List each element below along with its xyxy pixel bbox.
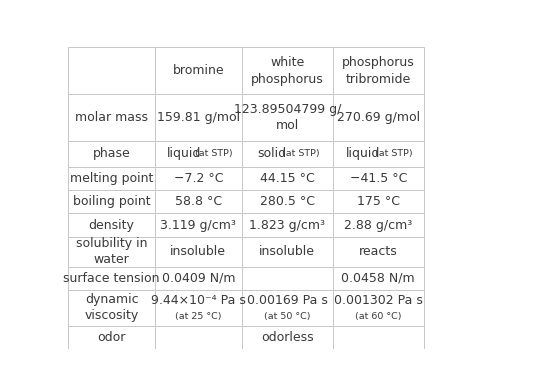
Bar [155,267,242,290]
Text: 0.0458 N/m: 0.0458 N/m [341,272,415,285]
Bar [68,94,155,141]
Text: bromine: bromine [173,64,224,77]
Bar [68,167,155,190]
Text: solubility in
water: solubility in water [76,237,147,266]
Text: melting point: melting point [70,172,153,185]
Text: 175 °C: 175 °C [357,195,400,208]
Bar [68,325,155,349]
Bar [333,141,424,167]
Bar [333,237,424,267]
Bar [155,290,242,325]
Bar [333,190,424,213]
Text: dynamic
viscosity: dynamic viscosity [85,293,139,322]
Text: 58.8 °C: 58.8 °C [175,195,222,208]
Text: odorless: odorless [261,331,313,344]
Text: surface tension: surface tension [63,272,160,285]
Bar [333,47,424,94]
Text: molar mass: molar mass [75,111,148,124]
Bar [242,290,333,325]
Bar [333,290,424,325]
Text: 0.0409 N/m: 0.0409 N/m [162,272,235,285]
Text: 1.823 g/cm³: 1.823 g/cm³ [249,218,325,232]
Text: liquid: liquid [346,147,380,160]
Text: boiling point: boiling point [73,195,151,208]
Bar [155,167,242,190]
Bar [242,47,333,94]
Bar [155,141,242,167]
Bar [242,213,333,237]
Bar [68,47,155,94]
Bar [242,141,333,167]
Text: 0.001302 Pa s: 0.001302 Pa s [334,294,423,307]
Text: 9.44×10⁻⁴ Pa s: 9.44×10⁻⁴ Pa s [151,294,246,307]
Bar [68,141,155,167]
Bar [333,267,424,290]
Bar [333,213,424,237]
Text: solid: solid [257,147,287,160]
Text: 44.15 °C: 44.15 °C [260,172,314,185]
Text: density: density [88,218,134,232]
Bar [155,325,242,349]
Text: 3.119 g/cm³: 3.119 g/cm³ [161,218,236,232]
Bar [68,237,155,267]
Bar [242,190,333,213]
Text: (at STP): (at STP) [372,149,413,158]
Bar [155,213,242,237]
Text: white
phosphorus: white phosphorus [251,56,324,85]
Bar [68,290,155,325]
Text: (at STP): (at STP) [192,149,232,158]
Text: odor: odor [97,331,126,344]
Bar [333,167,424,190]
Bar [155,190,242,213]
Bar [68,267,155,290]
Text: (at 50 °C): (at 50 °C) [264,312,311,321]
Text: reacts: reacts [359,245,397,258]
Text: (at 60 °C): (at 60 °C) [355,312,401,321]
Text: insoluble: insoluble [170,245,227,258]
Bar [242,167,333,190]
Text: 159.81 g/mol: 159.81 g/mol [157,111,240,124]
Bar [68,213,155,237]
Bar [242,267,333,290]
Bar [155,94,242,141]
Bar [242,325,333,349]
Text: (at 25 °C): (at 25 °C) [175,312,222,321]
Text: liquid: liquid [167,147,201,160]
Bar [155,237,242,267]
Bar [333,94,424,141]
Text: 123.89504799 g/
mol: 123.89504799 g/ mol [234,103,341,132]
Text: phase: phase [93,147,130,160]
Text: phosphorus
tribromide: phosphorus tribromide [342,56,414,85]
Text: insoluble: insoluble [259,245,315,258]
Text: 280.5 °C: 280.5 °C [260,195,314,208]
Bar [242,94,333,141]
Bar [242,237,333,267]
Text: −41.5 °C: −41.5 °C [349,172,407,185]
Text: 2.88 g/cm³: 2.88 g/cm³ [344,218,412,232]
Text: 0.00169 Pa s: 0.00169 Pa s [247,294,328,307]
Bar [333,325,424,349]
Text: (at STP): (at STP) [279,149,319,158]
Bar [68,190,155,213]
Bar [155,47,242,94]
Text: −7.2 °C: −7.2 °C [174,172,223,185]
Text: 270.69 g/mol: 270.69 g/mol [337,111,420,124]
